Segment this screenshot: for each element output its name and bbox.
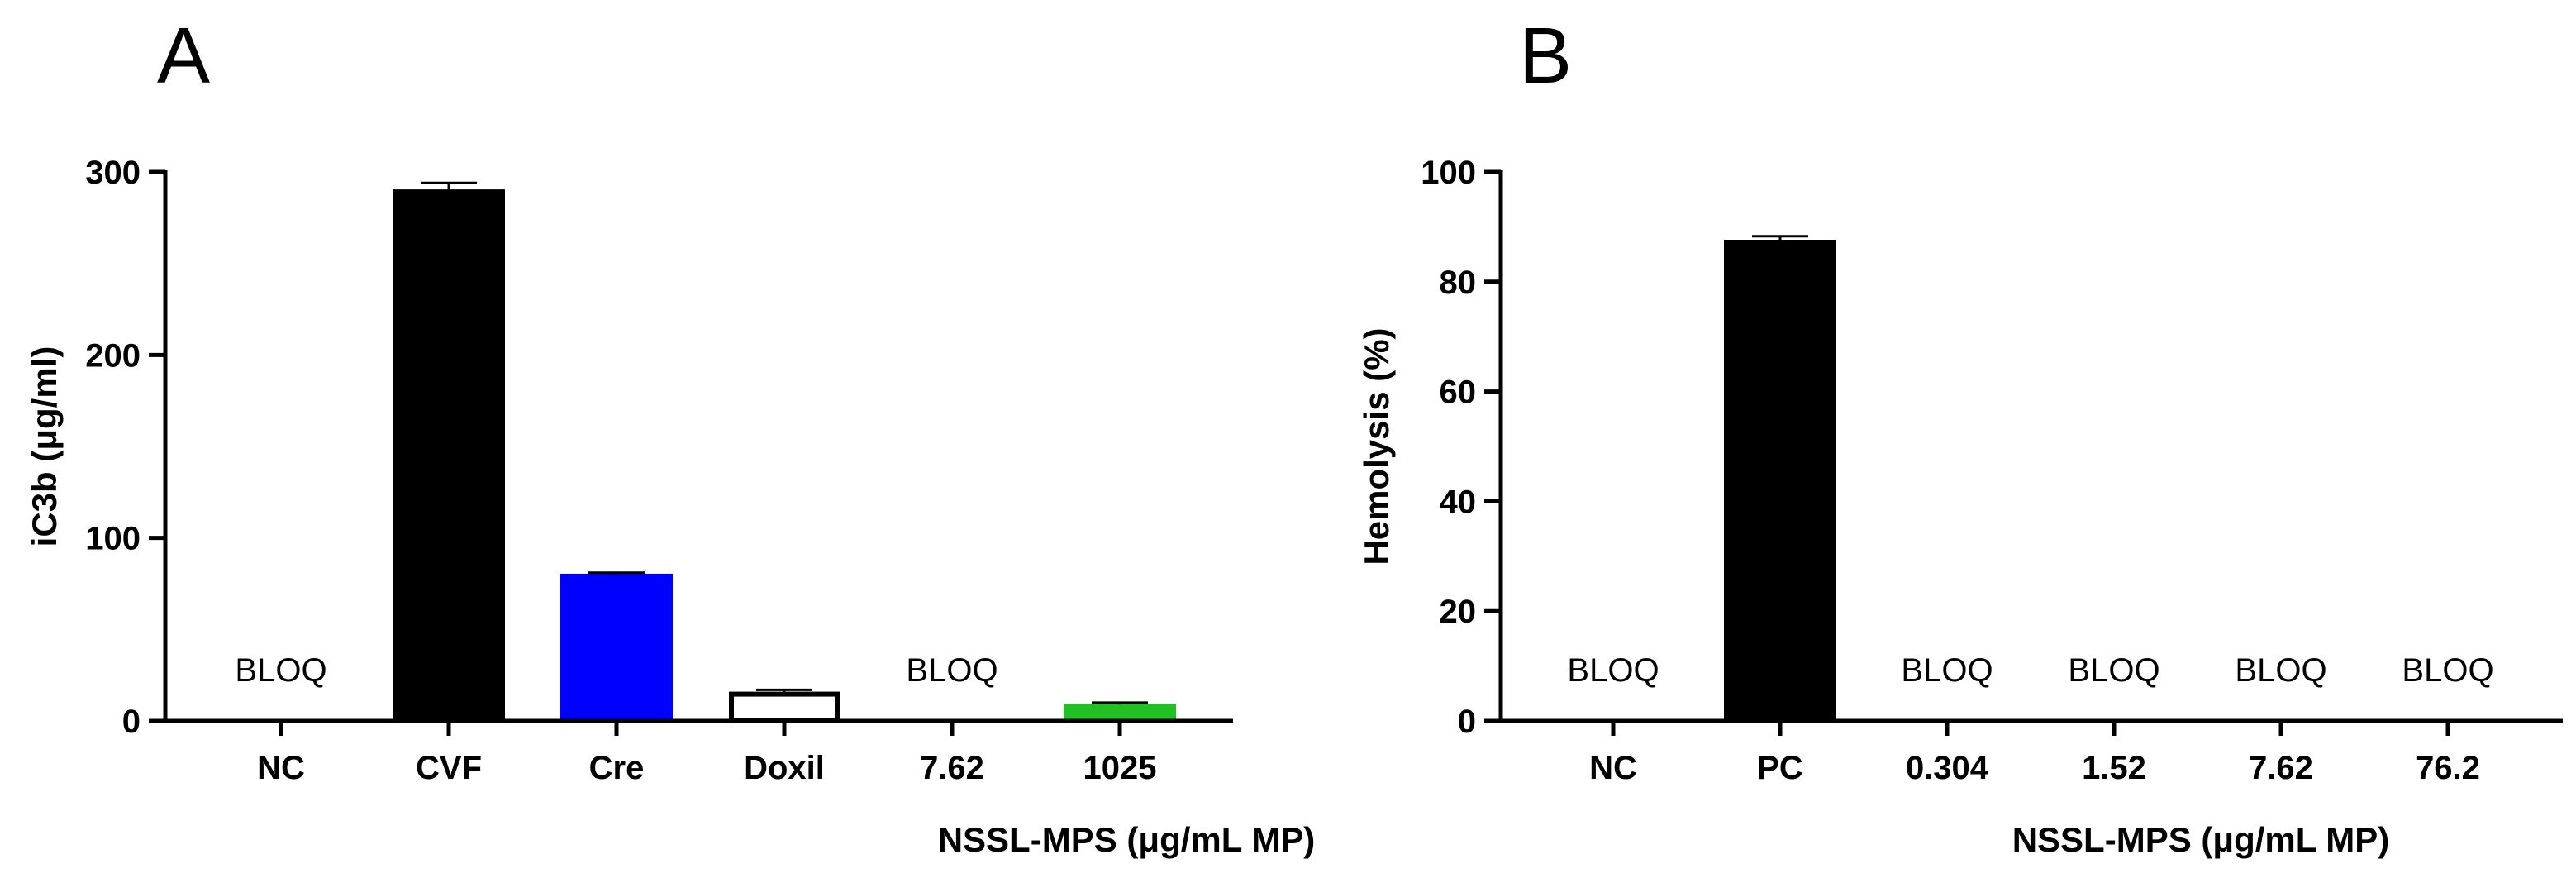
panel-a-x-tick-label-5: 1025 <box>1083 750 1157 786</box>
panel-a-y-tick-label-3: 300 <box>85 155 140 191</box>
panel-a-bar-2 <box>560 573 673 723</box>
panel-b-annotation-5: BLOQ <box>2402 652 2493 689</box>
panel-a: A iC3b (μg/ml) NSSL-MPS (μg/mL MP) BLOQ N… <box>25 12 1315 859</box>
panel-a-y-tick-label-1: 100 <box>85 521 140 557</box>
panel-b: B Hemolysis (%) NSSL-MPS (μg/mL MP) BLOQ… <box>1357 12 2563 859</box>
panel-a-annotation-4: BLOQ <box>906 652 998 689</box>
panel-b-annotation-4: BLOQ <box>2235 652 2326 689</box>
panel-a-x-tick-label-0: NC <box>257 750 305 786</box>
panel-b-y-tick-label-2: 40 <box>1440 484 1477 520</box>
panel-b-x-tick-label-2: 0.304 <box>1906 750 1989 786</box>
panel-a-y-tick-label-2: 200 <box>85 337 140 374</box>
panel-a-error-bar-5 <box>1092 701 1148 705</box>
panel-b-y-tick-label-0: 0 <box>1458 704 1476 740</box>
panel-b-bar-1 <box>1724 240 1836 722</box>
panel-b-y-tick-label-3: 60 <box>1440 375 1477 411</box>
panel-b-y-tick-label-4: 80 <box>1440 265 1477 301</box>
panel-a-error-bar-2 <box>588 571 645 575</box>
panel-a-x-tick-label-1: CVF <box>416 750 482 786</box>
panel-b-x-axis-title: NSSL-MPS (μg/mL MP) <box>2012 820 2390 859</box>
panel-a-y-axis-title: iC3b (μg/ml) <box>25 346 64 547</box>
panel-a-error-bar-3 <box>756 688 812 692</box>
panel-b-annotation-3: BLOQ <box>2068 652 2159 689</box>
panel-a-annotation-0: BLOQ <box>235 652 326 689</box>
panel-b-y-axis-title: Hemolysis (%) <box>1357 327 1396 565</box>
panel-b-annotation-2: BLOQ <box>1901 652 1993 689</box>
panel-a-x-tick-label-2: Cre <box>589 750 645 786</box>
panel-a-x-tick-label-4: 7.62 <box>920 750 984 786</box>
panel-b-x-tick-label-0: NC <box>1589 750 1637 786</box>
panel-b-label: B <box>1519 12 1572 100</box>
panel-a-error-bar-1 <box>421 181 477 191</box>
panel-a-plot-area: BLOQ NC CVF Cre Doxil BLOQ 7.62 1025 0 100 200 300 <box>85 155 1233 786</box>
panel-b-y-tick-label-1: 20 <box>1440 594 1477 630</box>
panel-b-error-bar-1 <box>1752 235 1808 241</box>
panel-a-x-axis-title: NSSL-MPS (μg/mL MP) <box>938 820 1316 859</box>
panel-a-y-tick-label-0: 0 <box>122 704 140 740</box>
panel-a-bar-3 <box>729 691 840 724</box>
panel-b-x-tick-label-5: 76.2 <box>2416 750 2480 786</box>
panel-b-x-tick-label-3: 1.52 <box>2082 750 2146 786</box>
panel-a-bar-1 <box>393 189 505 722</box>
panel-a-bar-5 <box>1064 704 1176 723</box>
panel-b-annotation-0: BLOQ <box>1567 652 1659 689</box>
panel-b-plot-area: BLOQ NC PC BLOQ 0.304 BLOQ 1.52 BLOQ 7.62 BLOQ 76.… <box>1421 155 2563 786</box>
panel-b-y-tick-label-5: 100 <box>1421 155 1476 191</box>
panel-b-x-tick-label-1: PC <box>1757 750 1803 786</box>
panel-a-x-tick-label-3: Doxil <box>744 750 825 786</box>
panel-b-x-tick-label-4: 7.62 <box>2249 750 2313 786</box>
panel-a-label: A <box>157 12 210 100</box>
